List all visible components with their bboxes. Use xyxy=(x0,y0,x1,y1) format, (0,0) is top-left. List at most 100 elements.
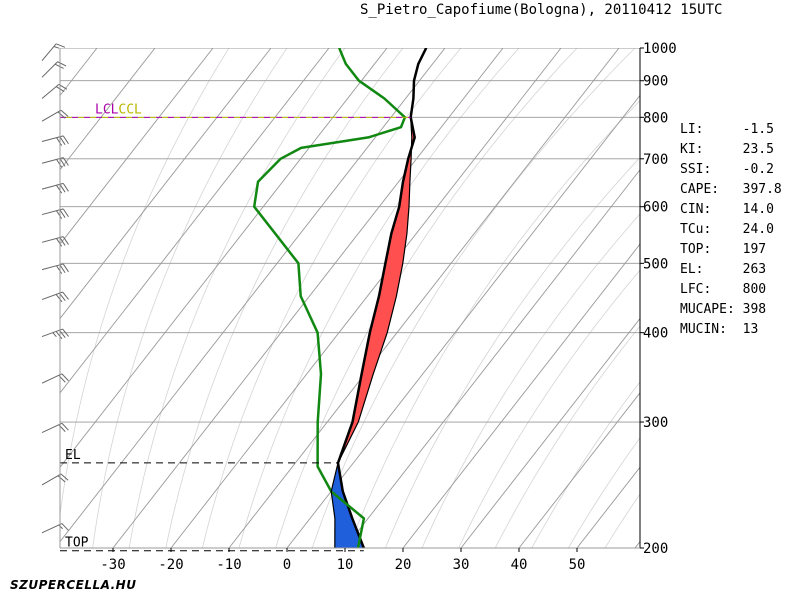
temp-tick-label: 0 xyxy=(283,557,291,573)
index-spacer xyxy=(703,142,742,157)
wind-barb xyxy=(41,61,67,78)
wind-barb xyxy=(41,422,69,434)
wind-barb xyxy=(41,523,69,534)
pressure-tick-label: 800 xyxy=(643,110,668,126)
isotherm xyxy=(60,48,446,543)
index-value: 23.5 xyxy=(742,142,774,157)
pressure-tick-label: 500 xyxy=(643,256,668,272)
index-spacer xyxy=(711,242,742,257)
wind-barb xyxy=(41,291,69,303)
temp-tick-label: -20 xyxy=(158,557,183,573)
index-row: TOP: 197 xyxy=(680,242,766,257)
isotherm xyxy=(402,243,640,548)
dry-adiabat xyxy=(128,48,346,548)
dewpoint-line xyxy=(252,48,407,548)
isotherm xyxy=(60,48,272,320)
index-value: -1.5 xyxy=(742,122,774,137)
isotherm xyxy=(518,392,640,548)
index-row: CAPE: 397.8 xyxy=(680,182,782,197)
index-spacer xyxy=(727,322,743,337)
isotherm xyxy=(60,48,214,245)
pressure-tick-label: 700 xyxy=(643,152,668,168)
temp-tick-label: -10 xyxy=(216,557,241,573)
index-row: SSI: -0.2 xyxy=(680,162,774,177)
dry-adiabat xyxy=(421,213,640,548)
index-value: 13 xyxy=(742,322,759,337)
index-key: LFC: xyxy=(680,282,712,297)
index-key: CAPE: xyxy=(680,182,720,197)
index-spacer xyxy=(711,202,742,217)
index-key: MUCAPE: xyxy=(680,302,735,317)
index-value: 197 xyxy=(742,242,767,257)
isotherm xyxy=(228,48,620,548)
wind-barb xyxy=(41,182,69,194)
wind-barb xyxy=(41,157,69,168)
index-value: 398 xyxy=(742,302,767,317)
dry-adiabat xyxy=(165,48,404,548)
cape-area xyxy=(338,117,415,463)
dry-adiabat xyxy=(202,48,462,548)
pressure-tick-label: 400 xyxy=(643,326,668,342)
index-spacer xyxy=(703,122,742,137)
dry-adiabat xyxy=(531,381,640,548)
dry-adiabat xyxy=(60,48,230,518)
index-value: 397.8 xyxy=(742,182,782,197)
temp-tick-label: 20 xyxy=(395,557,412,573)
isotherm xyxy=(60,48,388,468)
pressure-tick-label: 900 xyxy=(643,74,668,90)
index-value: 14.0 xyxy=(742,202,774,217)
index-value: 24.0 xyxy=(742,222,774,237)
pressure-tick-label: 1000 xyxy=(643,41,677,57)
index-value: -0.2 xyxy=(742,162,774,177)
index-key: TOP: xyxy=(680,242,712,257)
index-spacer xyxy=(711,222,742,237)
index-key: MUCIN: xyxy=(680,322,727,337)
wind-barbs xyxy=(41,43,69,534)
isotherm xyxy=(112,48,504,548)
index-row: LI: -1.5 xyxy=(680,122,774,137)
level-label-ccl: CCL xyxy=(118,102,142,117)
isotherm xyxy=(60,48,98,97)
dry-adiabat xyxy=(494,325,640,548)
index-row: TCu: 24.0 xyxy=(680,222,774,237)
index-value: 263 xyxy=(742,262,767,277)
site-logo: SZUPERCELLA.HU xyxy=(10,578,137,592)
axes: 200 300 400 500 600 700 800 900 1000 -30 -20 -10 0 10… xyxy=(59,41,677,573)
index-row: KI: 23.5 xyxy=(680,142,774,157)
dry-adiabat xyxy=(788,48,800,548)
grid xyxy=(60,48,800,548)
level-label-lcl: LCL xyxy=(95,102,119,117)
index-row: EL: 263 xyxy=(680,262,766,277)
wind-barb xyxy=(41,208,69,219)
index-key: SSI: xyxy=(680,162,712,177)
isotherm xyxy=(60,48,330,394)
isotherm xyxy=(344,169,640,548)
wind-barb xyxy=(41,135,69,146)
isotherm xyxy=(286,94,640,548)
index-spacer xyxy=(703,262,742,277)
dry-adiabat xyxy=(92,48,288,548)
index-spacer xyxy=(735,302,743,317)
index-row: MUCAPE: 398 xyxy=(680,302,766,317)
dry-adiabat xyxy=(458,269,640,548)
level-markers: TOP EL LCL CCL xyxy=(60,102,411,552)
dry-adiabat xyxy=(311,48,636,548)
index-spacer xyxy=(711,282,742,297)
index-key: EL: xyxy=(680,262,704,277)
temp-tick-label: 50 xyxy=(569,557,586,573)
temp-tick-label: 10 xyxy=(337,557,354,573)
isotherm xyxy=(170,48,562,548)
wind-barb xyxy=(41,473,69,486)
index-row: CIN: 14.0 xyxy=(680,202,774,217)
index-row: LFC: 800 xyxy=(680,282,766,297)
pressure-tick-label: 600 xyxy=(643,200,668,216)
isotherm xyxy=(460,317,640,548)
pressure-tick-label: 300 xyxy=(643,415,668,431)
index-key: KI: xyxy=(680,142,704,157)
temp-tick-label: 30 xyxy=(453,557,470,573)
index-value: 800 xyxy=(742,282,767,297)
wind-barb xyxy=(41,109,69,122)
wind-barb xyxy=(41,373,69,384)
level-label-el: EL xyxy=(65,448,81,463)
index-spacer xyxy=(711,162,742,177)
